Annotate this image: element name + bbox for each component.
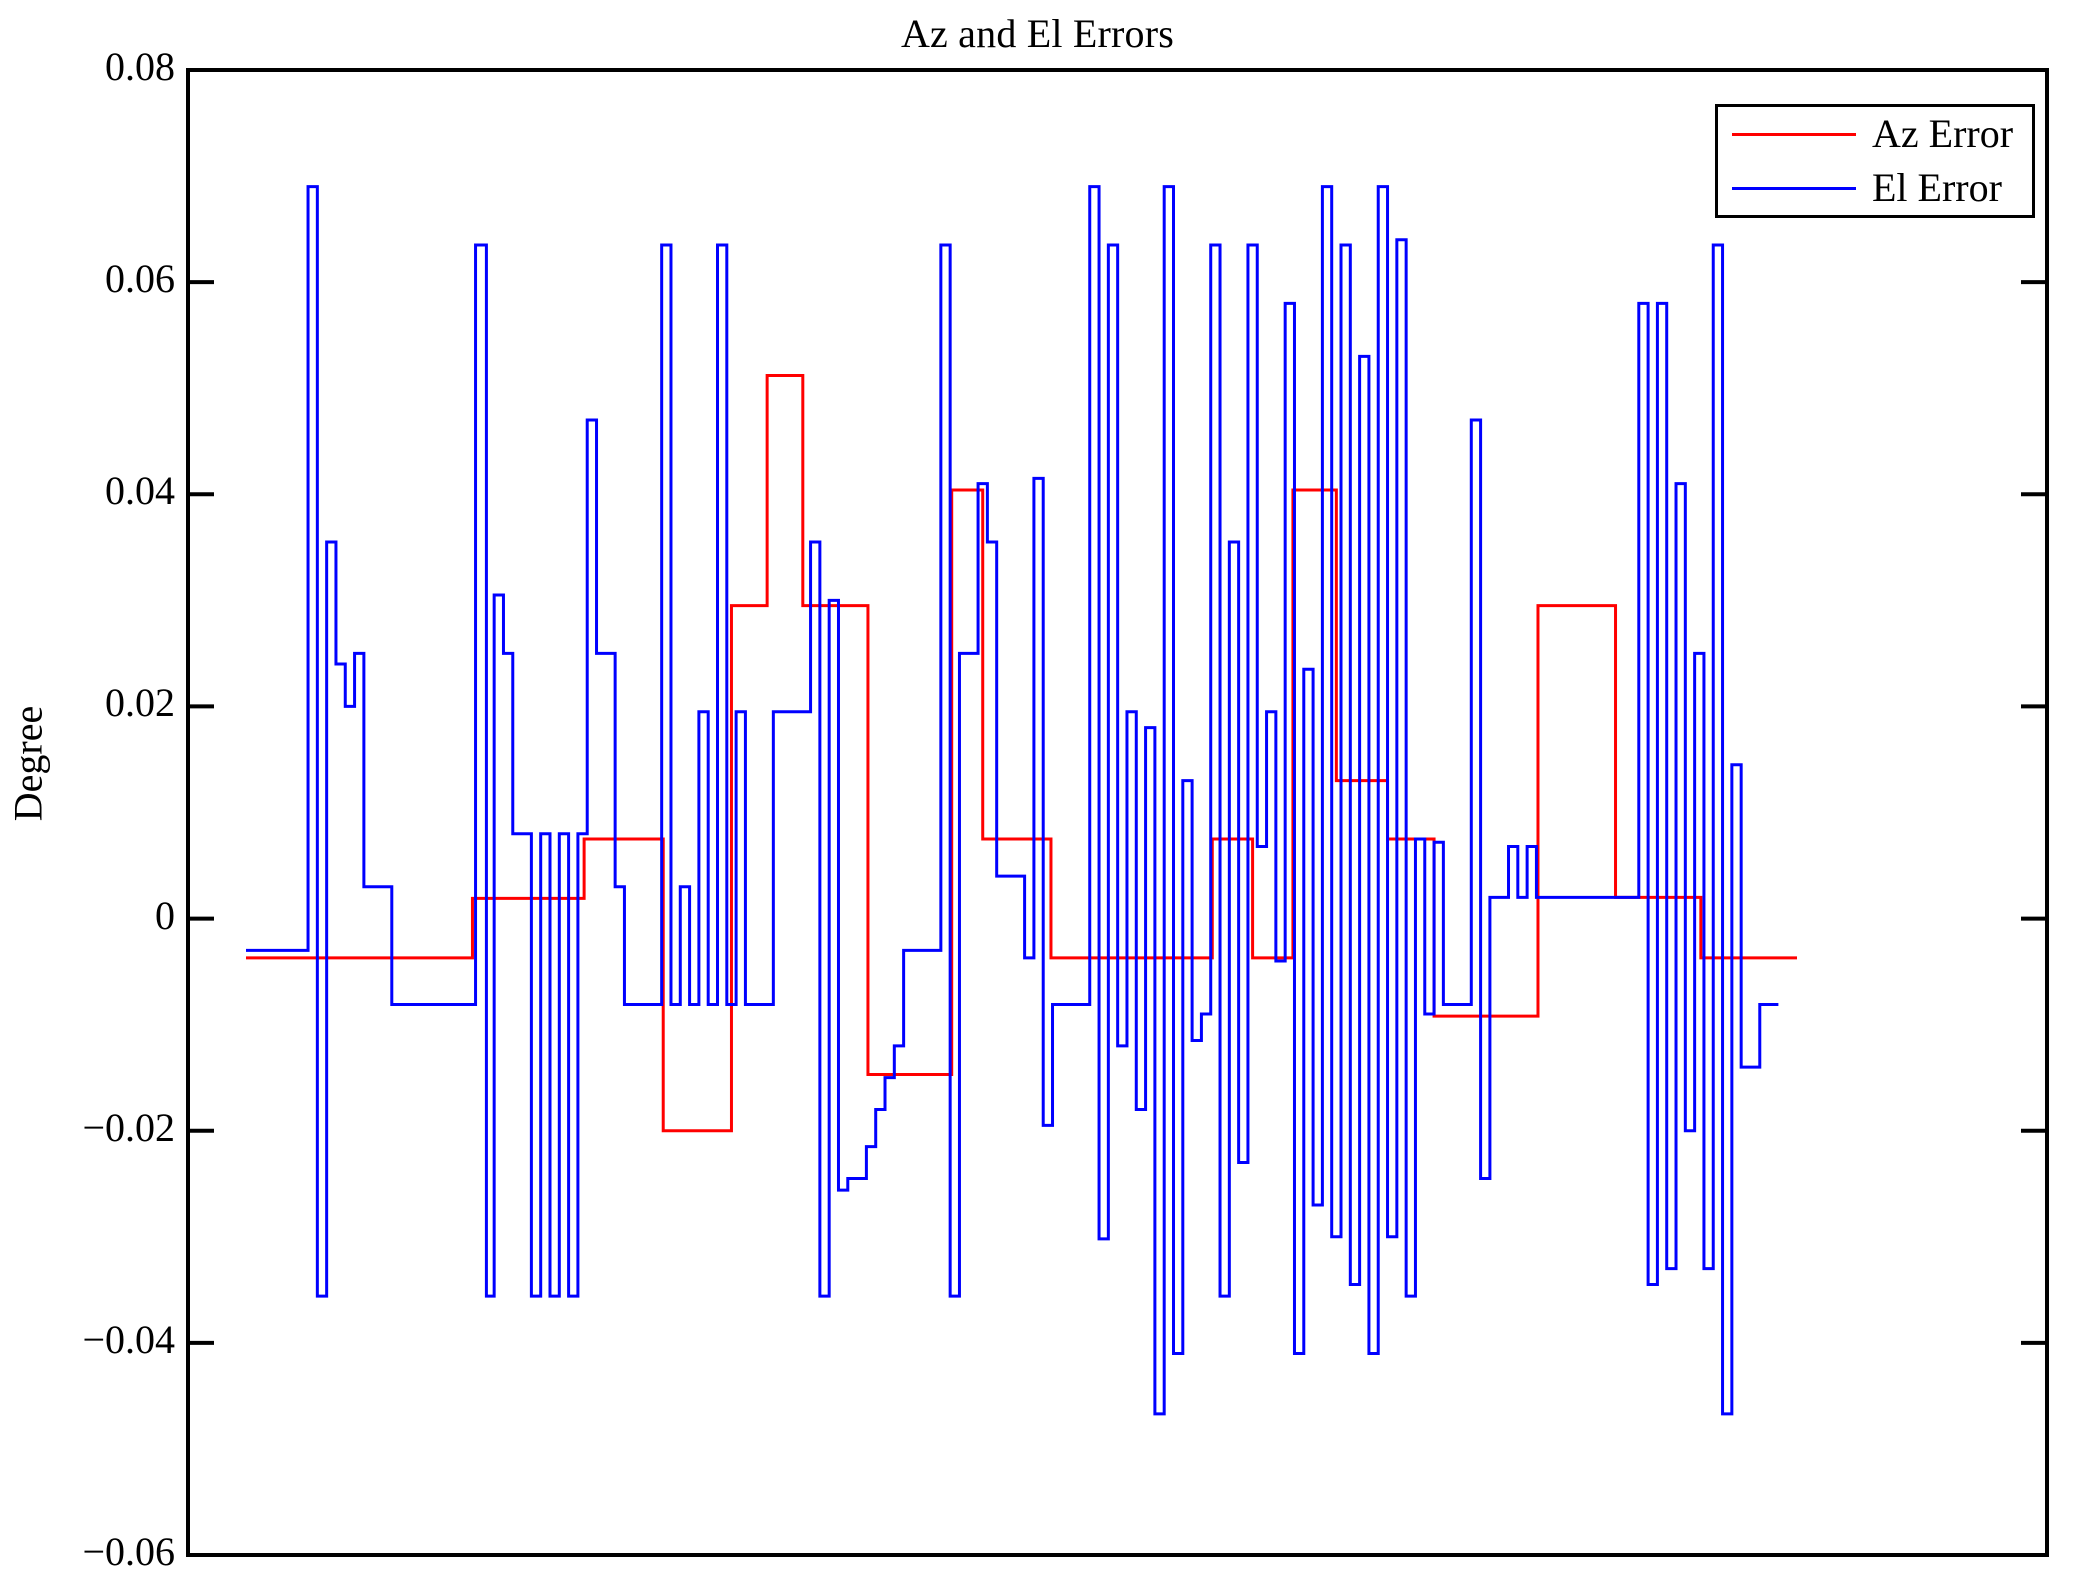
axis-ticks	[188, 280, 2047, 1345]
y-axis-tick-labels: 0.08 0.06 0.04 0.02 0 −0.02 −0.04 −0.06	[0, 0, 175, 1592]
y-axis-tick-label: 0.06	[105, 256, 175, 302]
legend[interactable]: Az Error El Error	[1715, 104, 2035, 218]
y-axis-tick-label: −0.04	[82, 1316, 175, 1362]
series-line	[246, 185, 1779, 1416]
y-axis-tick-label: −0.06	[82, 1529, 175, 1574]
y-axis-tick-label: −0.02	[82, 1104, 175, 1150]
legend-label-az-error: Az Error	[1872, 111, 2014, 156]
y-axis-tick-label: 0.02	[105, 680, 175, 726]
page-title: Az and El Errors	[900, 11, 1175, 56]
y-axis-tick-label: 0	[155, 892, 175, 938]
y-axis-tick-label: 0.08	[105, 44, 175, 89]
legend-entry-el-error[interactable]: El Error	[1718, 161, 2032, 215]
y-axis-tick-label: 0.04	[105, 468, 175, 514]
legend-swatch-az-error	[1732, 132, 1856, 136]
legend-label-el-error: El Error	[1872, 165, 2002, 210]
legend-entry-az-error[interactable]: Az Error	[1718, 107, 2032, 161]
legend-swatch-el-error	[1732, 186, 1856, 190]
data-series-group	[246, 185, 1797, 1416]
